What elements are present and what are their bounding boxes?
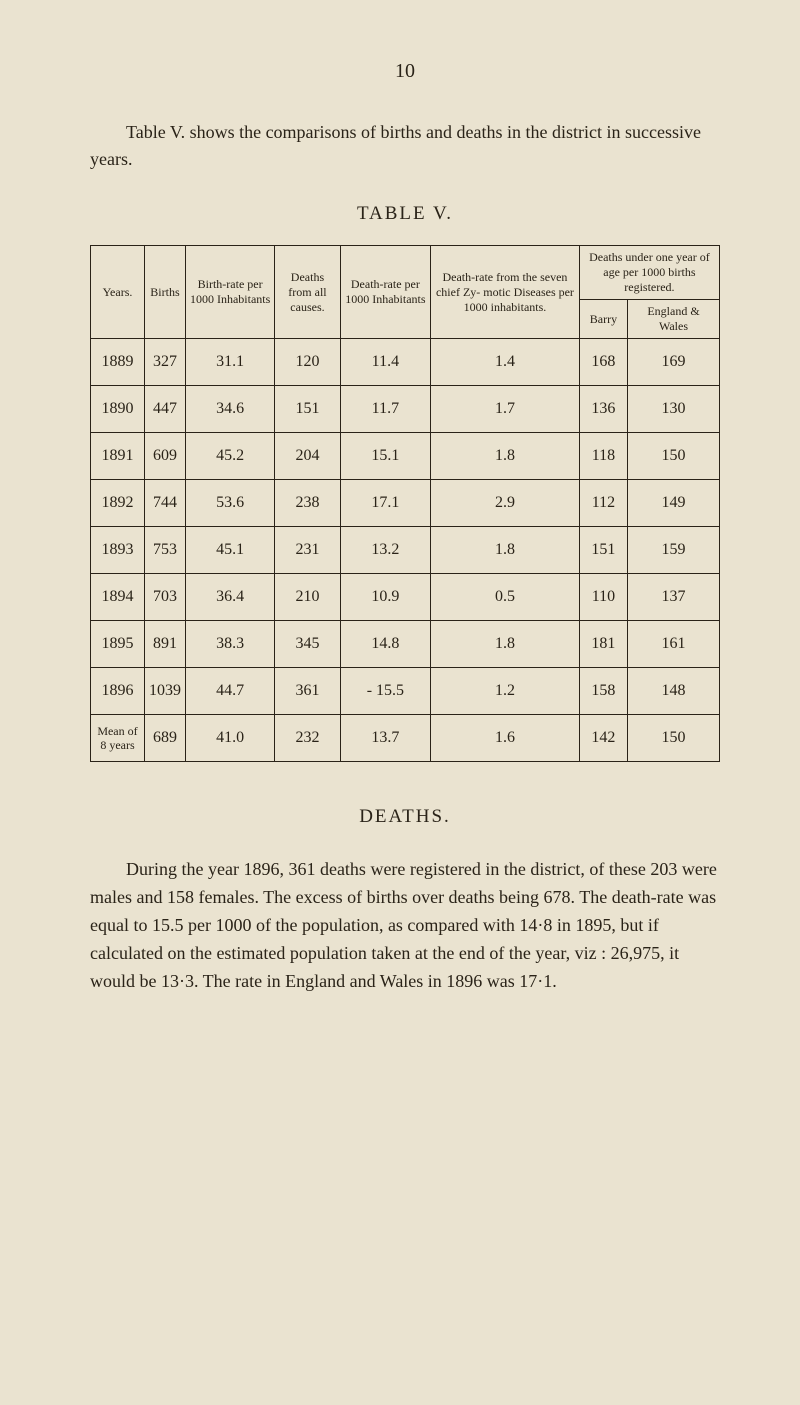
table-cell: 1890 [91, 386, 145, 433]
table-cell: 11.7 [340, 386, 430, 433]
table-cell: 151 [275, 386, 340, 433]
table-cell: 150 [628, 433, 720, 480]
table-cell: 112 [579, 480, 627, 527]
table-cell: 15.1 [340, 433, 430, 480]
col-deaths: Deaths from all causes. [275, 246, 340, 339]
table-cell: 703 [144, 574, 185, 621]
table-cell: - 15.5 [340, 668, 430, 715]
table-cell: 110 [579, 574, 627, 621]
table-cell: 231 [275, 527, 340, 574]
table-cell: 0.5 [431, 574, 580, 621]
table-cell: 36.4 [185, 574, 274, 621]
col-birth-rate: Birth-rate per 1000 Inhabitants [185, 246, 274, 339]
table-cell: 1891 [91, 433, 145, 480]
table-cell: 345 [275, 621, 340, 668]
table-cell: 1.2 [431, 668, 580, 715]
table-cell: 689 [144, 715, 185, 762]
table-title: TABLE V. [90, 203, 720, 225]
col-births: Births [144, 246, 185, 339]
table-cell: 11.4 [340, 339, 430, 386]
table-cell: 1.6 [431, 715, 580, 762]
table-row: 189160945.220415.11.8118150 [91, 433, 720, 480]
table-cell: 34.6 [185, 386, 274, 433]
table-row: 188932731.112011.41.4168169 [91, 339, 720, 386]
table-cell: 13.2 [340, 527, 430, 574]
table-cell: 744 [144, 480, 185, 527]
table-cell: 753 [144, 527, 185, 574]
table-cell: 1.4 [431, 339, 580, 386]
table-cell: 31.1 [185, 339, 274, 386]
table-cell: 169 [628, 339, 720, 386]
table-cell: 148 [628, 668, 720, 715]
col-zymotic: Death-rate from the seven chief Zy- moti… [431, 246, 580, 339]
col-england: England & Wales [628, 300, 720, 339]
table-cell: 136 [579, 386, 627, 433]
table-cell: 161 [628, 621, 720, 668]
table-cell: 181 [579, 621, 627, 668]
table-head: Years. Births Birth-rate per 1000 Inhabi… [91, 246, 720, 339]
table-cell: 1896 [91, 668, 145, 715]
table-cell: 1895 [91, 621, 145, 668]
table-cell: 1892 [91, 480, 145, 527]
table-cell: 1.7 [431, 386, 580, 433]
table-row: 189589138.334514.81.8181161 [91, 621, 720, 668]
table-cell: 1.8 [431, 527, 580, 574]
section-title: DEATHS. [90, 806, 720, 828]
table-cell: 1.8 [431, 433, 580, 480]
table-cell: 327 [144, 339, 185, 386]
data-table: Years. Births Birth-rate per 1000 Inhabi… [90, 245, 720, 762]
table-row: 189044734.615111.71.7136130 [91, 386, 720, 433]
table-cell: 142 [579, 715, 627, 762]
table-cell: 17.1 [340, 480, 430, 527]
table-cell: 210 [275, 574, 340, 621]
table-cell: 361 [275, 668, 340, 715]
table-cell: 891 [144, 621, 185, 668]
table-row: 189470336.421010.90.5110137 [91, 574, 720, 621]
table-cell: 1039 [144, 668, 185, 715]
table-row-mean: Mean of 8 years68941.023213.71.6142150 [91, 715, 720, 762]
intro-paragraph: Table V. shows the comparisons of births… [90, 119, 720, 173]
table-cell: 238 [275, 480, 340, 527]
table-cell: 44.7 [185, 668, 274, 715]
table-cell: 1894 [91, 574, 145, 621]
table-cell: 41.0 [185, 715, 274, 762]
table-cell: 159 [628, 527, 720, 574]
table-cell: 1889 [91, 339, 145, 386]
table-cell: 120 [275, 339, 340, 386]
table-row: 1896103944.7361- 15.51.2158148 [91, 668, 720, 715]
table-cell: 150 [628, 715, 720, 762]
table-cell: 204 [275, 433, 340, 480]
table-cell: 53.6 [185, 480, 274, 527]
table-cell: Mean of 8 years [91, 715, 145, 762]
table-cell: 2.9 [431, 480, 580, 527]
table-cell: 45.2 [185, 433, 274, 480]
table-row: 189375345.123113.21.8151159 [91, 527, 720, 574]
table-cell: 137 [628, 574, 720, 621]
body-paragraph: During the year 1896, 361 deaths were re… [90, 856, 720, 995]
table-cell: 1893 [91, 527, 145, 574]
table-cell: 149 [628, 480, 720, 527]
table-cell: 10.9 [340, 574, 430, 621]
page-number: 10 [90, 60, 720, 83]
table-cell: 609 [144, 433, 185, 480]
table-cell: 118 [579, 433, 627, 480]
table-cell: 151 [579, 527, 627, 574]
table-cell: 232 [275, 715, 340, 762]
table-cell: 38.3 [185, 621, 274, 668]
table-cell: 45.1 [185, 527, 274, 574]
table-row: 189274453.623817.12.9112149 [91, 480, 720, 527]
col-death-rate: Death-rate per 1000 Inhabitants [340, 246, 430, 339]
table-cell: 14.8 [340, 621, 430, 668]
page: 10 Table V. shows the comparisons of bir… [0, 0, 800, 1405]
table-cell: 447 [144, 386, 185, 433]
table-cell: 13.7 [340, 715, 430, 762]
table-cell: 1.8 [431, 621, 580, 668]
col-years: Years. [91, 246, 145, 339]
col-under-one: Deaths under one year of age per 1000 bi… [579, 246, 719, 300]
table-cell: 158 [579, 668, 627, 715]
table-body: 188932731.112011.41.4168169189044734.615… [91, 339, 720, 762]
table-cell: 130 [628, 386, 720, 433]
table-cell: 168 [579, 339, 627, 386]
col-barry: Barry [579, 300, 627, 339]
